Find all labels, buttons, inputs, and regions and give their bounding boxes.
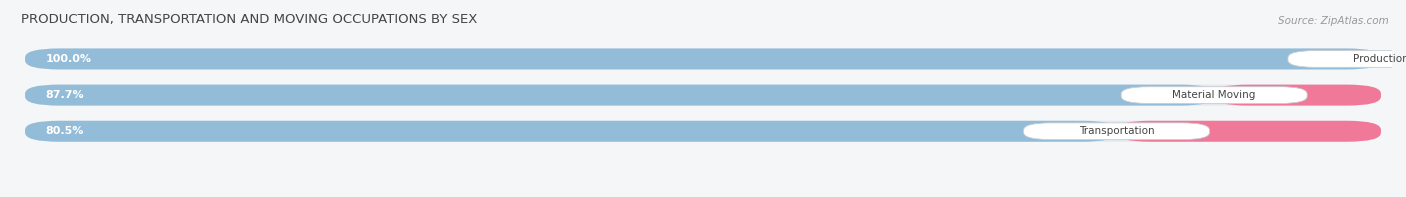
Text: 80.5%: 80.5% xyxy=(46,126,84,136)
FancyBboxPatch shape xyxy=(25,85,1381,106)
FancyBboxPatch shape xyxy=(25,121,1116,142)
FancyBboxPatch shape xyxy=(1024,123,1209,140)
FancyBboxPatch shape xyxy=(25,85,1215,106)
FancyBboxPatch shape xyxy=(25,121,1381,142)
Text: 100.0%: 100.0% xyxy=(46,54,91,64)
Text: PRODUCTION, TRANSPORTATION AND MOVING OCCUPATIONS BY SEX: PRODUCTION, TRANSPORTATION AND MOVING OC… xyxy=(21,13,477,26)
Text: Source: ZipAtlas.com: Source: ZipAtlas.com xyxy=(1278,16,1389,26)
Text: Material Moving: Material Moving xyxy=(1173,90,1256,100)
Text: 87.7%: 87.7% xyxy=(46,90,84,100)
FancyBboxPatch shape xyxy=(1288,51,1406,67)
FancyBboxPatch shape xyxy=(1116,121,1381,142)
Text: Transportation: Transportation xyxy=(1078,126,1154,136)
FancyBboxPatch shape xyxy=(25,48,1381,69)
FancyBboxPatch shape xyxy=(1215,85,1381,106)
FancyBboxPatch shape xyxy=(25,48,1381,69)
Text: Production: Production xyxy=(1353,54,1406,64)
FancyBboxPatch shape xyxy=(1121,87,1308,103)
